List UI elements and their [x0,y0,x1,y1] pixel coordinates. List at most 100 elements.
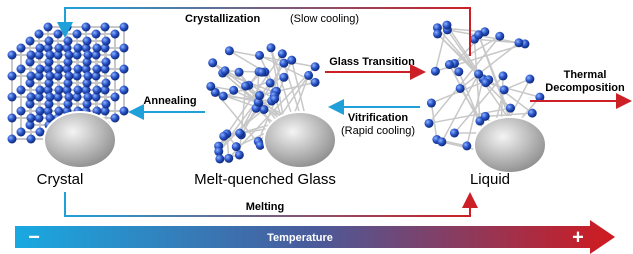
atom [454,67,463,76]
atom [120,107,129,116]
atom [55,107,64,116]
atom [270,94,279,103]
atom [445,60,454,69]
diagram: Crystallization (Slow cooling) Glass Tra… [0,0,633,254]
atom [17,44,26,53]
atom [278,49,287,58]
atom [120,86,129,95]
atom [279,59,288,68]
atom [311,62,320,71]
atom [74,86,83,95]
atom [35,30,44,39]
atom [287,56,296,65]
bar-label: Temperature [267,232,333,244]
atom [65,93,74,102]
atom [255,91,264,100]
atom [220,66,229,75]
atom [304,71,313,80]
bond [486,83,540,97]
atom [92,30,101,39]
atom [450,128,459,137]
atom [27,72,36,81]
atom [36,86,45,95]
atom [36,128,45,137]
sample-photo [474,117,546,173]
atom [46,51,55,60]
atom [8,114,17,123]
atom [26,37,35,46]
atom [456,84,465,93]
atom [8,93,17,102]
atom [474,70,483,79]
atom [235,68,244,77]
atom [506,104,515,113]
atom [83,37,92,46]
atom [93,65,102,74]
atom [431,67,440,76]
edge-label: Crystallization [185,13,260,25]
atom [65,72,74,81]
atom [54,30,63,39]
atom [102,100,111,109]
atom [266,78,275,87]
atom [46,93,55,102]
atom [111,30,120,39]
atom [208,58,217,67]
atom [499,71,508,80]
atom [65,51,74,60]
atom [17,65,26,74]
atom [474,30,483,39]
atom [63,23,72,32]
atom [111,51,120,60]
atom [215,154,224,163]
atom [82,23,91,32]
atom [433,29,442,38]
atom [27,114,36,123]
atom [102,37,111,46]
atom [500,85,509,94]
atom [514,38,523,47]
edge-label: Annealing [143,95,196,107]
atom [255,51,264,60]
atom [120,65,129,74]
sample-photo [264,112,336,168]
atom [206,82,215,91]
atom [84,72,93,81]
atom [101,23,110,32]
node-label: Liquid [470,171,510,188]
edge-label: Glass Transition [329,56,415,68]
atom [525,75,534,84]
atom [36,44,45,53]
edge-label: Thermal [564,69,607,81]
atom [232,142,241,151]
atom [102,58,111,67]
node-label: Crystal [37,171,84,188]
atom [8,51,17,60]
atom [481,112,490,121]
atom [45,37,54,46]
atom [235,129,244,138]
atom [266,43,275,52]
atom [437,137,446,146]
atom [120,44,129,53]
atom [442,21,451,30]
structures [8,21,547,173]
atom [229,86,238,95]
sample-photo [44,112,116,168]
atom [27,93,36,102]
atom [64,37,73,46]
bar-low: − [28,226,40,248]
atom [17,107,26,116]
atom [27,51,36,60]
edge-label: Vitrification [348,112,409,124]
atom [224,154,233,163]
bar-high: + [572,226,584,248]
atom [219,92,228,101]
atom [84,51,93,60]
atom [257,68,266,77]
atom [120,23,129,32]
edge-note: (Slow cooling) [290,13,359,25]
atom [73,30,82,39]
atom [462,141,471,150]
atom [74,44,83,53]
